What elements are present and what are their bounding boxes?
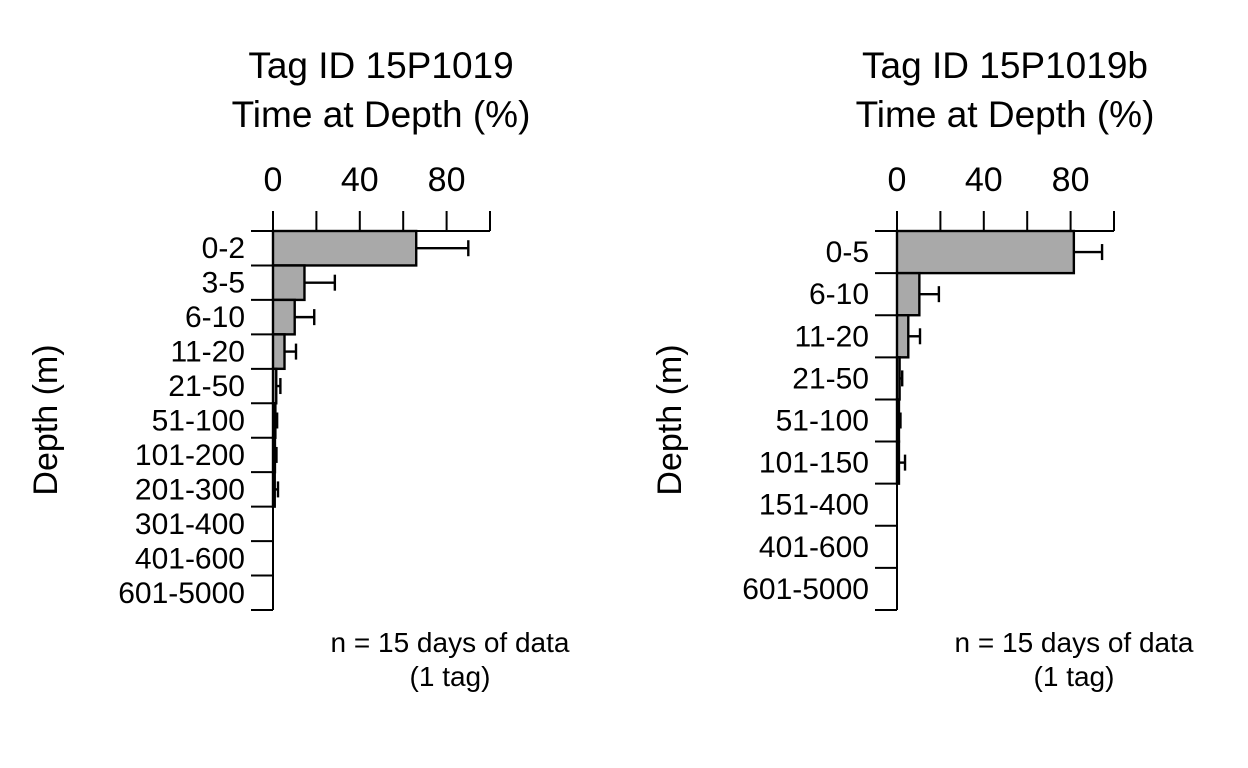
chart-subtitle: Time at Depth (%) (232, 94, 531, 135)
category-label: 21-50 (168, 370, 245, 403)
bar (895, 314, 910, 359)
plot-area: 0 40 80 0-23-56-1011-2021-5051-100101-20020… (118, 161, 491, 611)
bar (271, 264, 306, 302)
category-label: 301-400 (135, 508, 245, 541)
x-tick-label: 80 (428, 161, 466, 199)
category-label: 0-2 (202, 232, 245, 265)
plot-area: 0 40 80 0-5 6-10 11-20 21-50 51-100 101-150 151-4… (742, 161, 1115, 611)
x-tick-label: 0 (888, 161, 907, 199)
chart-right: Tag ID 15P1019b Time at Depth (%) Depth … (651, 45, 1194, 692)
category-label: 21-50 (792, 362, 869, 395)
category-label: 6-10 (185, 301, 245, 334)
bar (895, 398, 901, 443)
category-label: 151-400 (759, 489, 869, 522)
category-label: 401-600 (759, 531, 869, 564)
chart-left: Tag ID 15P1019 Time at Depth (%) Depth (… (27, 45, 570, 692)
x-tick-label: 80 (1052, 161, 1090, 199)
category-label: 401-600 (135, 542, 245, 575)
category-label: 3-5 (202, 267, 245, 300)
category-label: 601-5000 (118, 577, 245, 610)
sample-size-note: n = 15 days of data (331, 627, 570, 658)
bar (271, 367, 278, 405)
tag-count-note: (1 tag) (410, 661, 491, 692)
category-label: 6-10 (809, 278, 869, 311)
category-label: 51-100 (776, 405, 869, 438)
bar (271, 298, 296, 336)
category-label: 101-150 (759, 447, 869, 480)
bar (271, 470, 276, 508)
x-tick-label: 40 (341, 161, 379, 199)
bar (271, 229, 418, 267)
category-label: 101-200 (135, 439, 245, 472)
category-label: 11-20 (170, 336, 245, 369)
category-label: 601-5000 (742, 573, 869, 606)
category-label: 201-300 (135, 473, 245, 506)
x-tick-label: 40 (965, 161, 1003, 199)
bar (271, 402, 277, 439)
x-tick-label: 0 (264, 161, 283, 199)
chart-title: Tag ID 15P1019b (862, 45, 1148, 86)
tag-count-note: (1 tag) (1034, 661, 1115, 692)
category-label: 11-20 (794, 320, 869, 353)
category-label: 51-100 (152, 405, 245, 438)
bar (895, 356, 901, 401)
bar (895, 229, 1076, 275)
bar (271, 333, 286, 371)
y-axis-title: Depth (m) (651, 344, 689, 495)
bar (895, 440, 901, 485)
chart-title: Tag ID 15P1019 (248, 45, 513, 86)
category-label: 0-5 (826, 236, 869, 269)
chart-subtitle: Time at Depth (%) (856, 94, 1155, 135)
y-axis-title: Depth (m) (27, 344, 65, 495)
sample-size-note: n = 15 days of data (955, 627, 1194, 658)
bar (895, 271, 921, 317)
bar (271, 436, 277, 474)
